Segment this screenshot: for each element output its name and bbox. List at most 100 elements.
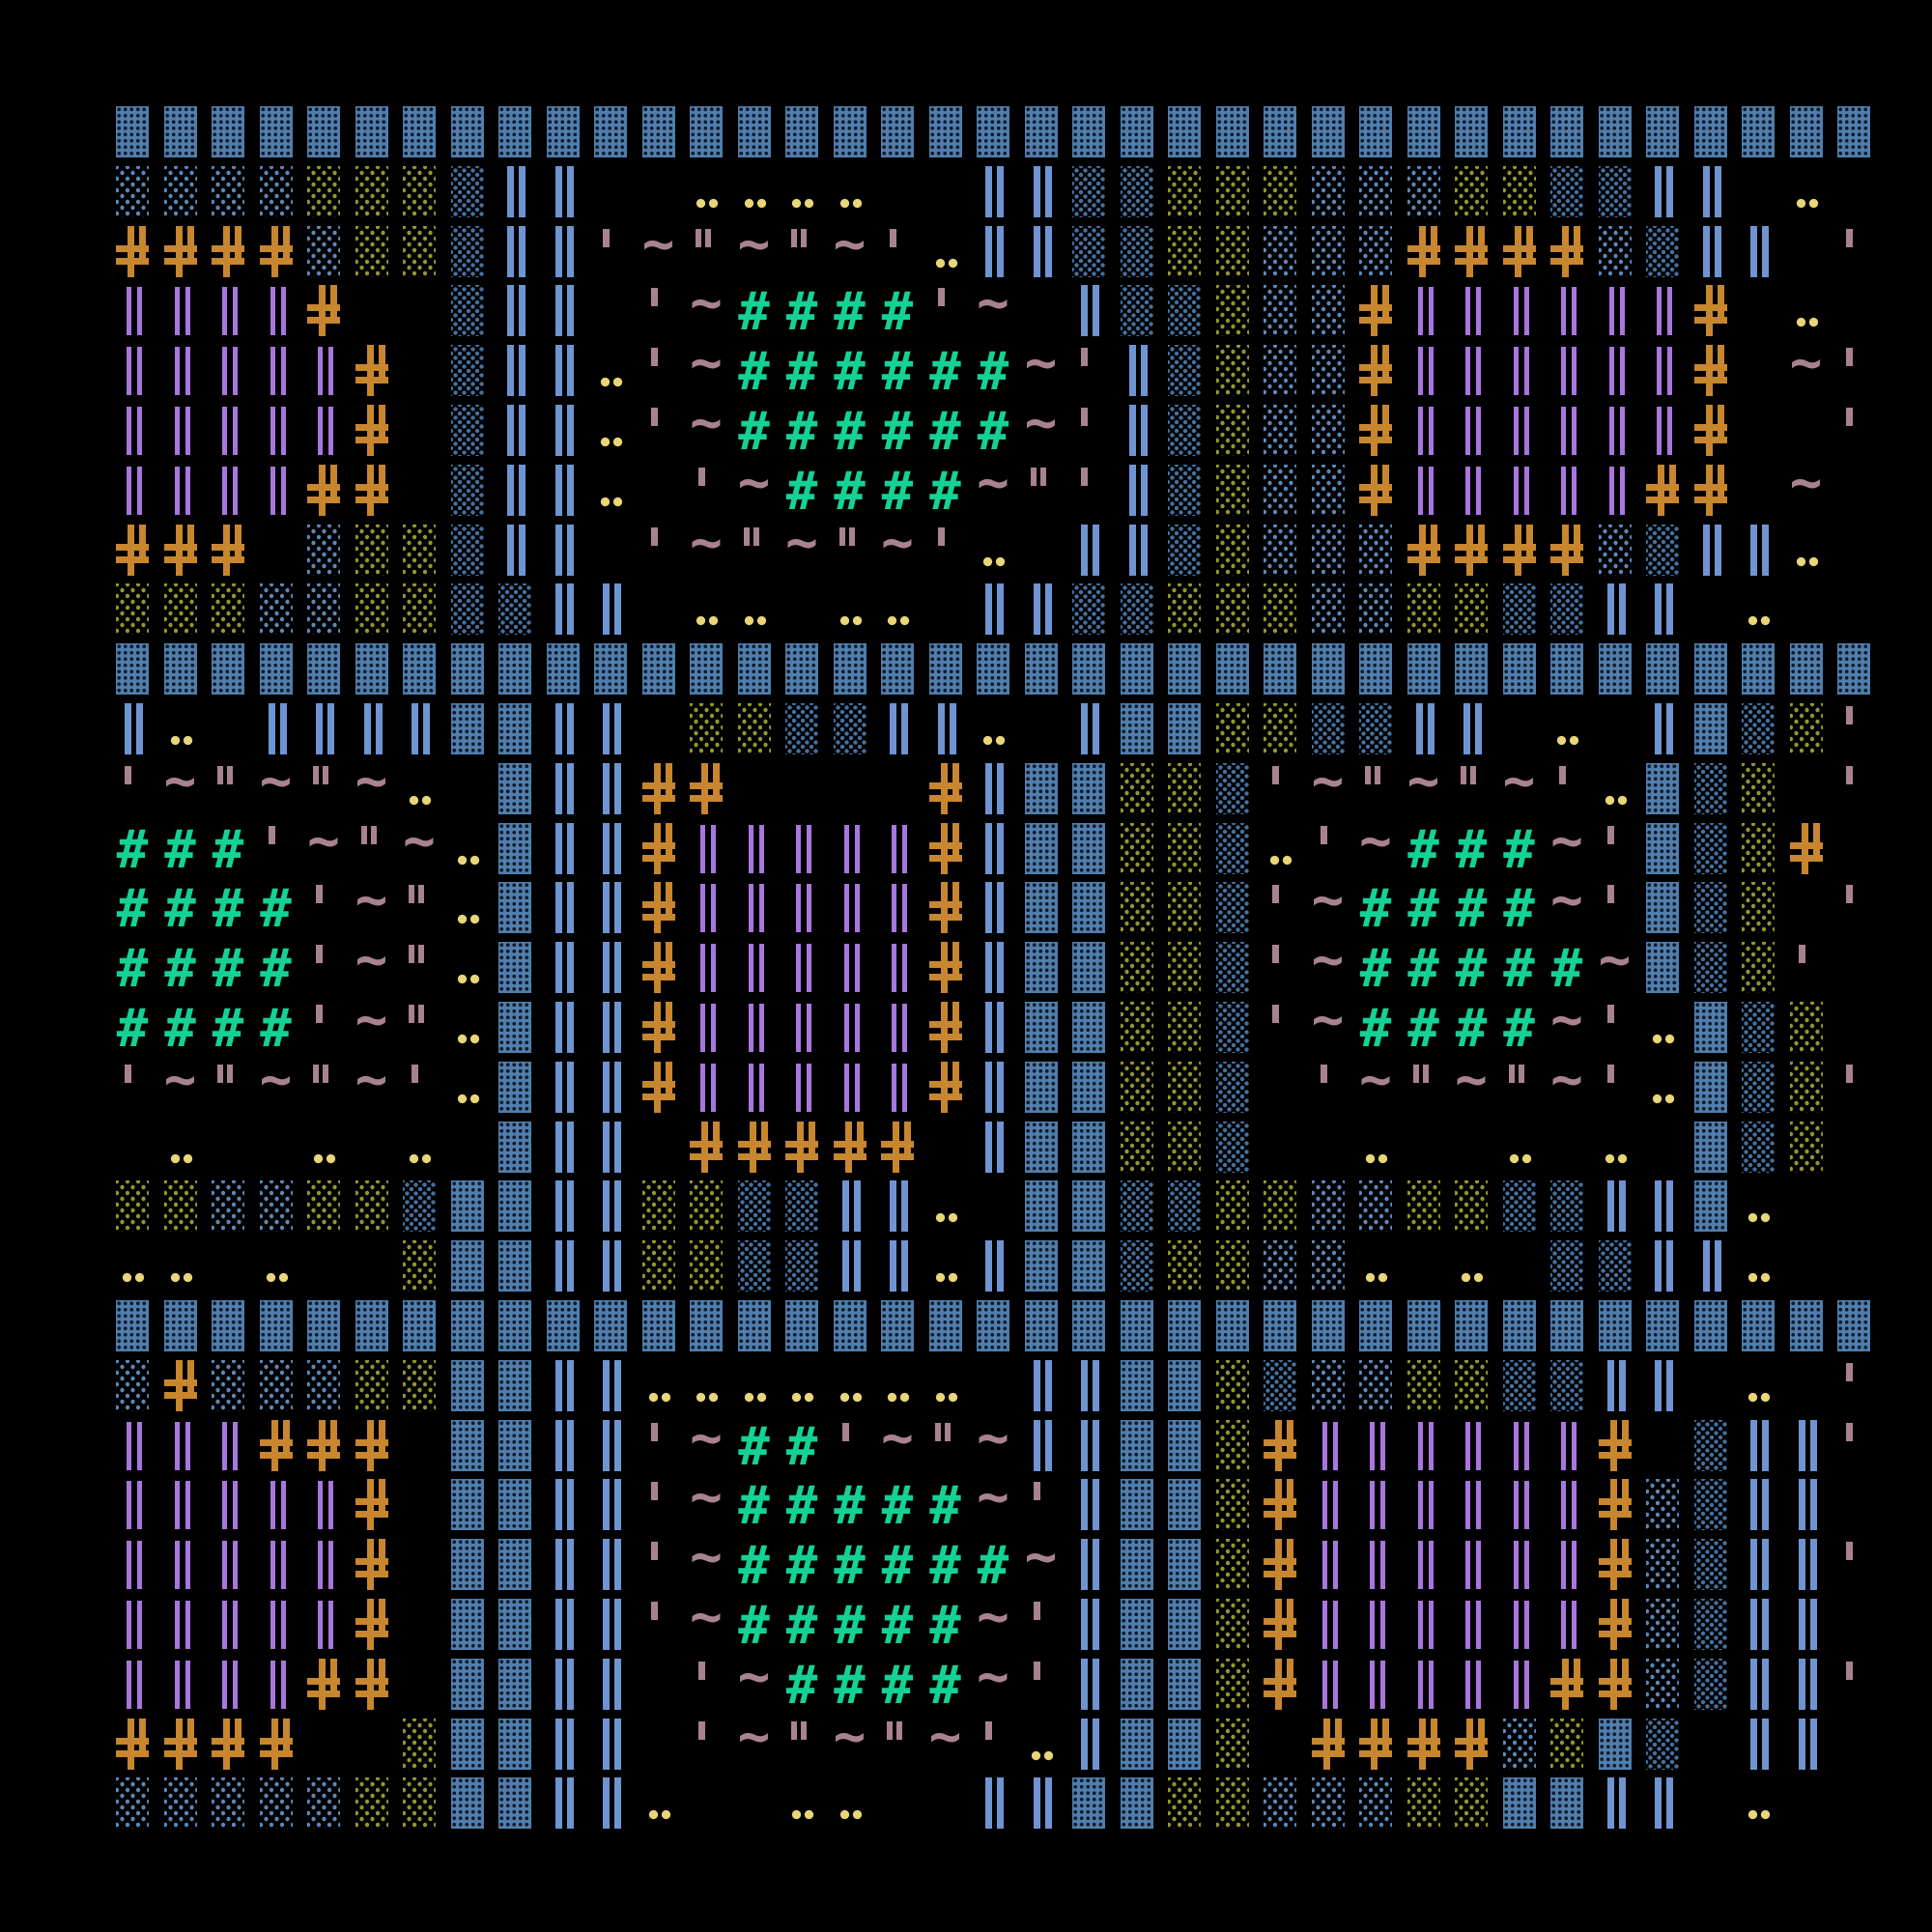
light-shade-blue-tile[interactable] <box>1646 1479 1679 1531</box>
medium-shade-tile[interactable] <box>1693 762 1727 814</box>
double-bar-blue-tile[interactable] <box>498 165 531 217</box>
tick-mauve-tile[interactable] <box>641 524 675 576</box>
medium-shade-tile[interactable] <box>1693 822 1727 874</box>
tick-mauve-tile[interactable] <box>1837 225 1870 277</box>
tick-mauve-tile[interactable] <box>1072 345 1105 397</box>
tick-mauve-tile[interactable] <box>641 345 675 397</box>
dense-shade-tile[interactable] <box>1024 942 1058 994</box>
dense-shade-tile[interactable] <box>1168 1718 1201 1770</box>
dense-shade-tile[interactable] <box>1646 1300 1679 1351</box>
tilde-mauve-tile[interactable]: ~ <box>355 928 388 992</box>
dense-shade-tile[interactable] <box>259 106 293 157</box>
dense-shade-tile[interactable] <box>498 1180 531 1233</box>
dense-shade-tile[interactable] <box>1024 1240 1058 1293</box>
tick-mauve-tile[interactable] <box>1837 703 1870 754</box>
double-bar-blue-tile[interactable] <box>498 225 531 277</box>
hash-green-tile[interactable]: # <box>929 341 961 403</box>
hash-green-tile[interactable]: # <box>1503 818 1535 880</box>
double-bar-blue-tile[interactable] <box>546 225 580 277</box>
tick-mauve-tile[interactable] <box>116 762 149 814</box>
double-tick-mauve-tile[interactable] <box>785 1718 818 1770</box>
light-shade-blue-tile[interactable] <box>259 1359 293 1411</box>
double-bar-blue-tile[interactable] <box>1024 1777 1058 1830</box>
hash-green-tile[interactable]: # <box>834 1475 866 1537</box>
tilde-mauve-tile[interactable]: ~ <box>1550 1047 1583 1111</box>
tilde-mauve-tile[interactable]: ~ <box>259 1047 293 1111</box>
double-bar-purple-tile[interactable] <box>1455 1479 1488 1531</box>
dense-shade-tile[interactable] <box>498 643 531 696</box>
medium-shade-tile[interactable] <box>1550 583 1583 636</box>
double-bar-purple-tile[interactable] <box>1359 1599 1392 1650</box>
light-shade-olive-tile[interactable] <box>1406 1359 1440 1411</box>
double-cross-orange-tile[interactable] <box>307 1419 340 1471</box>
hash-green-tile[interactable]: # <box>785 1415 818 1477</box>
double-bar-blue-tile[interactable] <box>977 225 1009 277</box>
tilde-mauve-tile[interactable]: ~ <box>690 271 723 335</box>
double-bar-purple-tile[interactable] <box>116 1419 149 1471</box>
tick-mauve-tile[interactable] <box>690 1718 723 1770</box>
double-bar-purple-tile[interactable] <box>307 345 340 397</box>
medium-shade-tile[interactable] <box>1120 225 1153 277</box>
double-bar-purple-tile[interactable] <box>1455 345 1488 397</box>
light-shade-blue-tile[interactable] <box>212 1777 244 1830</box>
dense-shade-tile[interactable] <box>498 1300 531 1351</box>
light-shade-olive-tile[interactable] <box>1215 1539 1249 1591</box>
medium-shade-tile[interactable] <box>1693 1419 1727 1471</box>
double-tick-mauve-tile[interactable] <box>212 762 244 814</box>
double-bar-blue-tile[interactable] <box>1072 1658 1105 1710</box>
double-cross-orange-tile[interactable] <box>1359 285 1392 337</box>
dense-shade-tile[interactable] <box>1024 882 1058 934</box>
light-shade-olive-tile[interactable] <box>1120 1002 1153 1053</box>
dense-shade-tile[interactable] <box>1120 1718 1153 1770</box>
double-cross-orange-tile[interactable] <box>1264 1479 1296 1531</box>
dense-shade-tile[interactable] <box>881 1300 914 1351</box>
double-bar-purple-tile[interactable] <box>163 1419 197 1471</box>
tick-mauve-tile[interactable] <box>1598 1002 1632 1053</box>
double-bar-blue-tile[interactable] <box>546 822 580 874</box>
dot-pair-yellow-tile[interactable] <box>881 583 914 636</box>
double-bar-blue-tile[interactable] <box>1072 285 1105 337</box>
dense-shade-tile[interactable] <box>1120 1599 1153 1650</box>
medium-shade-tile[interactable] <box>1359 703 1392 754</box>
light-shade-blue-tile[interactable] <box>116 1359 149 1411</box>
dense-shade-tile[interactable] <box>928 643 962 696</box>
double-bar-blue-tile[interactable] <box>1598 583 1632 636</box>
double-bar-purple-tile[interactable] <box>1311 1479 1345 1531</box>
double-bar-blue-tile[interactable] <box>594 1121 627 1173</box>
medium-shade-tile[interactable] <box>1215 1061 1249 1113</box>
double-bar-blue-tile[interactable] <box>977 583 1009 636</box>
light-shade-blue-tile[interactable] <box>307 1777 340 1830</box>
light-shade-olive-tile[interactable] <box>690 1180 723 1233</box>
double-bar-blue-tile[interactable] <box>1120 524 1153 576</box>
dot-pair-yellow-tile[interactable] <box>594 345 627 397</box>
medium-shade-tile[interactable] <box>785 703 818 754</box>
double-cross-orange-tile[interactable] <box>1598 1419 1632 1471</box>
light-shade-olive-tile[interactable] <box>1215 464 1249 516</box>
light-shade-olive-tile[interactable] <box>1742 882 1775 934</box>
light-shade-olive-tile[interactable] <box>1455 1777 1488 1830</box>
double-bar-blue-tile[interactable] <box>1072 703 1105 754</box>
double-bar-blue-tile[interactable] <box>546 1180 580 1233</box>
dense-shade-tile[interactable] <box>928 106 962 157</box>
double-cross-orange-tile[interactable] <box>785 1121 818 1173</box>
double-cross-orange-tile[interactable] <box>1550 1658 1583 1710</box>
tick-mauve-tile[interactable] <box>641 285 675 337</box>
hash-green-tile[interactable]: # <box>1407 878 1439 940</box>
dot-pair-yellow-tile[interactable] <box>1359 1121 1392 1173</box>
double-bar-purple-tile[interactable] <box>833 1061 867 1113</box>
tilde-mauve-tile[interactable]: ~ <box>1359 809 1392 872</box>
hash-green-tile[interactable]: # <box>929 1535 961 1597</box>
double-bar-blue-tile[interactable] <box>546 1121 580 1173</box>
double-bar-blue-tile[interactable] <box>1646 1240 1679 1293</box>
hash-green-tile[interactable]: # <box>1503 878 1535 940</box>
tick-mauve-tile[interactable] <box>977 1718 1009 1770</box>
double-bar-blue-tile[interactable] <box>546 345 580 397</box>
light-shade-blue-tile[interactable] <box>1311 1180 1345 1233</box>
dot-pair-yellow-tile[interactable] <box>1742 1359 1775 1411</box>
double-bar-blue-tile[interactable] <box>594 1002 627 1053</box>
double-tick-mauve-tile[interactable] <box>1359 762 1392 814</box>
dense-shade-tile[interactable] <box>498 1777 531 1830</box>
double-bar-purple-tile[interactable] <box>737 1061 771 1113</box>
tilde-mauve-tile[interactable]: ~ <box>355 1047 388 1111</box>
double-bar-purple-tile[interactable] <box>163 1479 197 1531</box>
